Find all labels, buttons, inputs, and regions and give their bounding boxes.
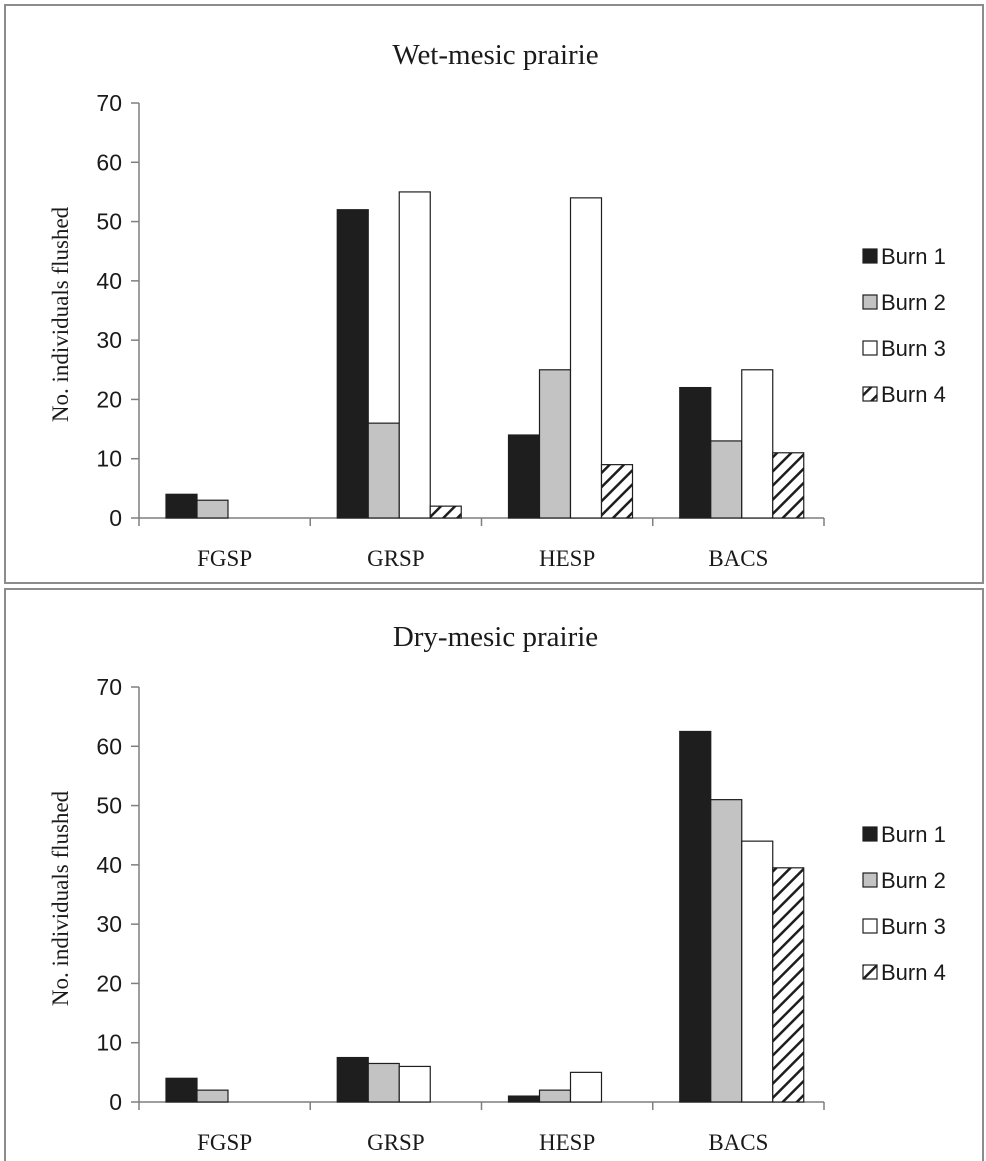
legend-label: Burn 1 <box>881 822 946 847</box>
x-tick-label: HESP <box>539 546 595 571</box>
y-tick-label: 20 <box>96 970 122 996</box>
legend-swatch <box>862 386 878 402</box>
bar <box>336 209 369 519</box>
chart-panel-dry-mesic: Dry-mesic prairie No. individuals flushed… <box>4 588 984 1161</box>
bar <box>165 1077 198 1103</box>
y-tick-label: 0 <box>109 505 122 531</box>
y-tick-label: 60 <box>96 733 122 759</box>
bar-chart: Dry-mesic prairie No. individuals flushed… <box>48 621 946 1155</box>
legend-label: Burn 2 <box>881 868 946 893</box>
x-tick-label: BACS <box>708 546 768 571</box>
y-tick-label: 50 <box>96 209 122 235</box>
bar <box>679 730 712 1103</box>
bar-chart: Wet-mesic prairie No. individuals flushed… <box>48 39 946 571</box>
y-tick-label: 30 <box>96 911 122 937</box>
chart-title: Dry-mesic prairie <box>393 621 598 653</box>
bar <box>367 422 400 519</box>
legend-swatch <box>862 872 878 888</box>
bar <box>429 505 462 519</box>
bar <box>710 440 743 519</box>
bar <box>538 369 572 519</box>
legend-label: Burn 1 <box>881 244 946 269</box>
y-axis-label: No. individuals flushed <box>48 790 73 1006</box>
bar <box>507 1095 541 1103</box>
bar <box>679 386 712 519</box>
legend-swatch <box>862 918 878 934</box>
bar <box>196 1089 229 1103</box>
y-tick-label: 0 <box>109 1089 122 1115</box>
bar <box>772 452 805 519</box>
legend-label: Burn 4 <box>881 960 946 985</box>
y-axis-label: No. individuals flushed <box>48 206 73 422</box>
x-tick-label: GRSP <box>367 1130 425 1155</box>
legend-swatch <box>862 294 878 310</box>
legend-swatch <box>862 964 878 980</box>
bar <box>398 191 431 519</box>
y-tick-label: 70 <box>96 674 122 700</box>
bar <box>741 369 774 519</box>
y-tick-label: 10 <box>96 446 122 472</box>
x-tick-label: GRSP <box>367 546 425 571</box>
bar <box>741 840 774 1103</box>
bar <box>398 1065 431 1103</box>
bar <box>569 1071 603 1103</box>
bar <box>710 799 743 1103</box>
y-tick-label: 40 <box>96 852 122 878</box>
y-tick-label: 10 <box>96 1030 122 1056</box>
legend-swatch <box>862 340 878 356</box>
legend-label: Burn 4 <box>881 382 946 407</box>
x-tick-label: HESP <box>539 1130 595 1155</box>
bar <box>196 499 229 519</box>
bar <box>165 493 198 519</box>
bar <box>538 1089 572 1103</box>
y-tick-label: 50 <box>96 793 122 819</box>
legend-label: Burn 3 <box>881 336 946 361</box>
legend-label: Burn 3 <box>881 914 946 939</box>
chart-title: Wet-mesic prairie <box>392 39 598 71</box>
chart-panel-wet-mesic: Wet-mesic prairie No. individuals flushed… <box>4 4 984 584</box>
bar <box>569 197 603 519</box>
y-tick-label: 70 <box>96 90 122 116</box>
y-tick-label: 40 <box>96 268 122 294</box>
y-tick-label: 20 <box>96 386 122 412</box>
bar <box>336 1056 369 1103</box>
legend-swatch <box>862 826 878 842</box>
bar <box>507 434 541 519</box>
x-tick-label: FGSP <box>197 1130 252 1155</box>
legend-label: Burn 2 <box>881 290 946 315</box>
x-tick-label: FGSP <box>197 546 252 571</box>
y-tick-label: 60 <box>96 149 122 175</box>
y-tick-label: 30 <box>96 327 122 353</box>
bar <box>772 867 805 1103</box>
bar <box>367 1062 400 1103</box>
legend-swatch <box>862 248 878 264</box>
bar <box>600 464 634 519</box>
x-tick-label: BACS <box>708 1130 768 1155</box>
